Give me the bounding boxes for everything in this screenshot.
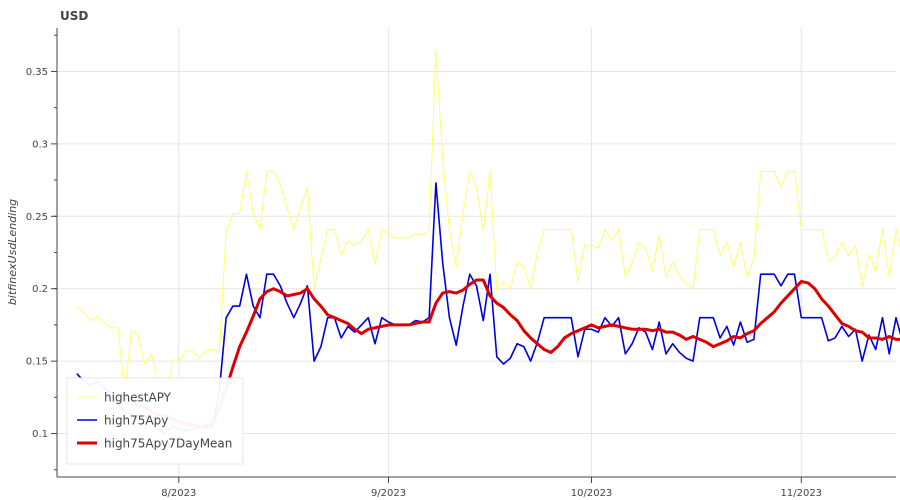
y-tick-label: 0.2 xyxy=(32,284,48,295)
x-tick-label: 8/2023 xyxy=(161,488,196,499)
y-tick-label: 0.15 xyxy=(26,357,48,368)
series-line-highestAPY xyxy=(76,49,900,442)
series-line-high75Apy7DayMean xyxy=(116,278,900,430)
x-tick-label: 11/2023 xyxy=(781,488,823,499)
legend-label: highestAPY xyxy=(104,391,172,405)
x-tick-label: 9/2023 xyxy=(371,488,406,499)
legend-box xyxy=(66,377,244,465)
y-tick-label: 0.35 xyxy=(26,67,48,78)
y-axis-label: bitfinexUsdLending xyxy=(6,199,19,305)
y-tick-label: 0.25 xyxy=(26,212,48,223)
y-tick-label: 0.1 xyxy=(32,429,48,440)
legend-label: high75Apy7DayMean xyxy=(104,437,232,451)
y-tick-label: 0.3 xyxy=(32,139,48,150)
legend-label: high75Apy xyxy=(104,414,168,428)
axes: 0.1 0.15 0.2 0.25 0.3 0.35 8/2023 9/2023 10/2023… xyxy=(26,28,896,499)
legend: highestAPY high75Apy high75Apy7DayMean xyxy=(66,377,244,465)
x-tick-label: 10/2023 xyxy=(571,488,613,499)
chart-title: USD xyxy=(60,9,88,23)
